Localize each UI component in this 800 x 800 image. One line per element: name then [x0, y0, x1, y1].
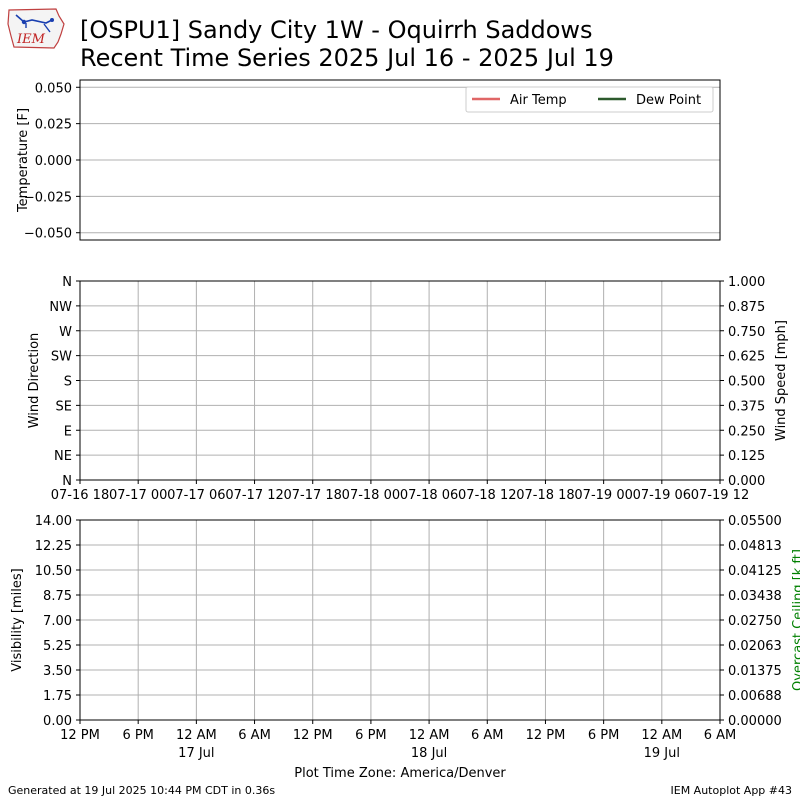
vis-xtick-label: 12 AM — [409, 728, 450, 743]
iem-logo: IEM — [7, 8, 65, 49]
wind-xtick-label: 07-17 00 — [109, 488, 167, 503]
wind-direction-tick-label: NW — [49, 300, 72, 315]
wind-direction-tick-label: E — [64, 424, 72, 439]
visibility-tick-label: 0.00 — [43, 714, 72, 729]
wind-xtick-label: 07-16 18 — [51, 488, 109, 503]
logo-text: IEM — [16, 32, 46, 47]
legend-label-air-temp: Air Temp — [510, 93, 567, 108]
vis-xtick-label: 12 PM — [293, 728, 333, 743]
visibility-tick-label: 14.00 — [35, 514, 72, 529]
wind-speed-tick-label: 1.000 — [728, 275, 765, 290]
visibility-tick-label: 10.50 — [35, 564, 72, 579]
visibility-tick-label: 5.25 — [43, 639, 72, 654]
wind-direction-tick-label: NE — [54, 449, 72, 464]
wind-axes-frame — [79, 280, 721, 481]
vis-xtick-label: 12 PM — [60, 728, 100, 743]
visibility-tick-label: 8.75 — [43, 589, 72, 604]
ceiling-tick-label: 0.02750 — [728, 614, 782, 629]
vis-xtick-label: 12 AM — [176, 728, 217, 743]
vis-axes-frame — [79, 519, 721, 721]
wind-xtick-label: 07-18 06 — [400, 488, 458, 503]
wind-direction-tick-label: N — [62, 275, 72, 290]
ceiling-tick-label: 0.02063 — [728, 639, 782, 654]
wind-xtick-label: 07-18 18 — [516, 488, 574, 503]
temp-ytick-label: 0.025 — [35, 118, 72, 133]
visibility-tick-label: 12.25 — [35, 539, 72, 554]
wind-direction-tick-label: S — [64, 375, 72, 390]
vis-xtick-label: 6 PM — [588, 728, 619, 743]
wind-speed-tick-label: 0.625 — [728, 350, 765, 365]
legend-label-dew-point: Dew Point — [636, 93, 701, 108]
temp-ytick-label: 0.000 — [35, 154, 72, 169]
chart-title: [OSPU1] Sandy City 1W - Oquirrh Saddows — [80, 16, 593, 44]
wind-speed-tick-label: 0.500 — [728, 375, 765, 390]
vis-xtick-label: 6 PM — [122, 728, 153, 743]
visibility-ylabel: Visibility [miles] — [10, 568, 25, 671]
vis-xtick-label: 12 PM — [526, 728, 566, 743]
vis-xtick-label: 6 AM — [238, 728, 271, 743]
ceiling-tick-label: 0.04125 — [728, 564, 782, 579]
ceiling-tick-label: 0.04813 — [728, 539, 782, 554]
x-axis-label: Plot Time Zone: America/Denver — [294, 766, 506, 781]
vis-xtick-label: 6 AM — [704, 728, 737, 743]
wind-direction-ylabel: Wind Direction — [27, 333, 42, 429]
temp-ytick-label: 0.050 — [35, 81, 72, 96]
wind-direction-tick-label: N — [62, 474, 72, 489]
vis-date-sublabel: 19 Jul — [644, 746, 680, 761]
wind-direction-tick-label: SE — [56, 399, 72, 414]
wind-xtick-label: 07-17 06 — [167, 488, 225, 503]
ceiling-tick-label: 0.05500 — [728, 514, 782, 529]
vis-xtick-label: 6 AM — [471, 728, 504, 743]
wind-speed-tick-label: 0.375 — [728, 399, 765, 414]
visibility-tick-label: 7.00 — [43, 614, 72, 629]
vis-date-sublabel: 18 Jul — [411, 746, 447, 761]
ceiling-ylabel: Overcast Ceiling [k ft] — [791, 549, 800, 691]
ceiling-tick-label: 0.01375 — [728, 664, 782, 679]
wind-xtick-label: 07-18 12 — [458, 488, 516, 503]
generated-timestamp: Generated at 19 Jul 2025 10:44 PM CDT in… — [8, 784, 276, 797]
wind-xtick-label: 07-19 00 — [574, 488, 632, 503]
wind-speed-tick-label: 0.750 — [728, 325, 765, 340]
wind-direction-tick-label: SW — [51, 350, 72, 365]
temp-ylabel: Temperature [F] — [16, 108, 31, 213]
vis-xtick-label: 12 AM — [641, 728, 682, 743]
wind-speed-ylabel: Wind Speed [mph] — [774, 320, 789, 441]
wind-xtick-label: 07-18 00 — [342, 488, 400, 503]
ceiling-tick-label: 0.03438 — [728, 589, 782, 604]
legend-box — [465, 86, 714, 113]
vis-date-sublabel: 17 Jul — [178, 746, 214, 761]
temp-ytick-label: −0.025 — [24, 190, 72, 205]
visibility-tick-label: 1.75 — [43, 689, 72, 704]
ceiling-tick-label: 0.00000 — [728, 714, 782, 729]
app-id-label: IEM Autoplot App #43 — [670, 784, 793, 797]
wind-xtick-label: 07-19 06 — [633, 488, 691, 503]
wind-speed-tick-label: 0.125 — [728, 449, 765, 464]
ceiling-tick-label: 0.00688 — [728, 689, 782, 704]
vis-xtick-label: 6 PM — [355, 728, 386, 743]
temp-axes-frame — [79, 79, 721, 241]
wind-speed-tick-label: 0.875 — [728, 300, 765, 315]
temp-ytick-label: −0.050 — [24, 227, 72, 242]
wind-xtick-label: 07-17 18 — [284, 488, 342, 503]
wind-speed-tick-label: 0.000 — [728, 474, 765, 489]
wind-xtick-label: 07-19 12 — [691, 488, 749, 503]
wind-speed-tick-label: 0.250 — [728, 424, 765, 439]
wind-xtick-label: 07-17 12 — [225, 488, 283, 503]
visibility-tick-label: 3.50 — [43, 664, 72, 679]
chart-subtitle: Recent Time Series 2025 Jul 16 - 2025 Ju… — [80, 44, 614, 72]
wind-direction-tick-label: W — [59, 325, 72, 340]
